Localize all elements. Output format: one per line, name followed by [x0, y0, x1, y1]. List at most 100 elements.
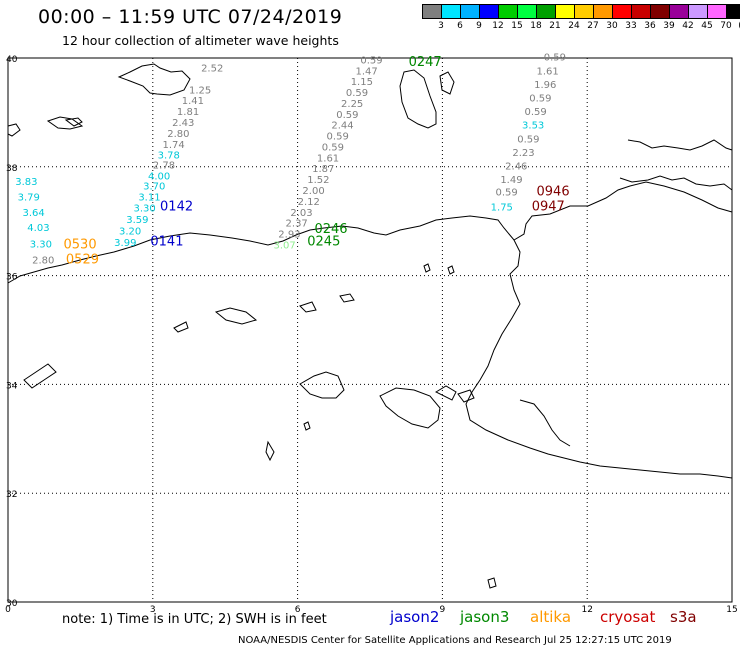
- wave-height-label: 1.81: [177, 107, 199, 118]
- color-swatch: [556, 5, 575, 18]
- credit-text: NOAA/NESDIS Center for Satellite Applica…: [238, 635, 672, 646]
- map-title: 00:00 – 11:59 UTC 07/24/2019: [38, 6, 343, 28]
- y-tick-label: 32: [6, 490, 17, 500]
- legend-altika: altika: [530, 608, 572, 626]
- coastline-island-10: [487, 577, 497, 589]
- wave-height-label: 4.03: [27, 223, 49, 234]
- color-swatch: [575, 5, 594, 18]
- wave-height-label: 3.78: [158, 151, 180, 162]
- color-swatch: [670, 5, 689, 18]
- color-scale-swatches: [422, 4, 740, 19]
- wave-height-label: 2.93: [278, 230, 300, 241]
- wave-height-points: 2.521.251.411.812.432.801.743.782.784.00…: [15, 53, 569, 268]
- wave-height-label: 0.59: [346, 88, 368, 99]
- wave-height-label: 1.25: [189, 85, 211, 96]
- color-swatch: [613, 5, 632, 18]
- wave-height-label: 1.15: [351, 77, 373, 88]
- color-scale-label: 39: [663, 21, 675, 31]
- color-swatch: [632, 5, 651, 18]
- coastline-island-6: [299, 371, 345, 399]
- legend-cryosat: cryosat: [600, 608, 656, 626]
- time-label: 0245: [307, 235, 340, 250]
- wave-height-label: 2.03: [290, 208, 312, 219]
- time-label: 0529: [66, 253, 99, 268]
- color-swatch: [708, 5, 727, 18]
- y-tick-label: 34: [6, 381, 18, 391]
- color-scale-label: 33: [625, 21, 637, 31]
- wave-height-label: 2.25: [341, 99, 363, 110]
- map-subtitle: 12 hour collection of altimeter wave hei…: [62, 33, 339, 48]
- wave-height-label: 2.46: [505, 162, 527, 173]
- color-scale-label: 70: [720, 21, 732, 31]
- coastline-island-2: [214, 307, 258, 325]
- wave-height-label: 3.99: [114, 238, 136, 249]
- color-scale-label: 27: [587, 21, 599, 31]
- wave-height-label: 2.43: [172, 118, 194, 129]
- color-swatch: [461, 5, 480, 18]
- color-swatch: [442, 5, 461, 18]
- color-swatch: [537, 5, 556, 18]
- x-tick-label: 12: [581, 605, 592, 615]
- color-swatch: [651, 5, 670, 18]
- coastline-libya-east: [519, 399, 571, 447]
- time-label: 0946: [537, 185, 570, 200]
- wave-height-label: 1.61: [317, 153, 339, 164]
- time-label: 0247: [409, 55, 442, 70]
- wave-height-label: 2.23: [512, 148, 534, 159]
- coastline-north-africa: [7, 181, 733, 284]
- coastline-island-3: [299, 301, 317, 313]
- color-swatch: [480, 5, 499, 18]
- coastline-island-8: [457, 389, 475, 403]
- coastline-island-12: [447, 265, 455, 275]
- color-scale-label: 42: [682, 21, 694, 31]
- time-label: 0142: [160, 199, 193, 214]
- wave-height-label: 3.07: [273, 240, 295, 251]
- coastlines: [7, 63, 733, 589]
- wave-height-label: 0.59: [495, 188, 517, 199]
- time-label: 0246: [314, 222, 347, 237]
- wave-height-label: 0.59: [336, 110, 358, 121]
- wave-height-label: 1.87: [312, 164, 334, 175]
- map-frame: [7, 57, 733, 603]
- wave-height-label: 1.61: [537, 66, 559, 77]
- x-tick-label: 15: [726, 605, 737, 615]
- y-tick-label: 36: [6, 273, 18, 283]
- coastline-ibiza: [64, 117, 83, 127]
- wave-height-label: 1.75: [491, 202, 513, 213]
- coastline-balearic-mallorca: [117, 63, 191, 96]
- legend-jason2: jason2: [390, 608, 440, 626]
- wave-height-label: 3.30: [30, 239, 52, 250]
- color-scale-label: 15: [511, 21, 523, 31]
- color-swatch: [499, 5, 518, 18]
- x-tick-label: 0: [5, 605, 11, 615]
- coastline-sicily: [627, 139, 733, 151]
- wave-height-label: 1.41: [182, 96, 204, 107]
- color-scale-label: 36: [644, 21, 656, 31]
- wave-height-label: 3.11: [138, 193, 160, 204]
- coastline-corsica: [439, 71, 455, 95]
- wave-height-label: 0.59: [360, 55, 382, 66]
- wave-height-label: 3.53: [522, 121, 544, 132]
- coastline-island-4: [23, 363, 57, 389]
- note-text: note: 1) Time is in UTC; 2) SWH is in fe…: [62, 612, 327, 627]
- wave-height-label: 2.00: [302, 186, 324, 197]
- wave-height-label: 1.49: [500, 175, 522, 186]
- wave-height-label: 2.80: [32, 256, 54, 267]
- coastline-tunisia-islands: [379, 387, 441, 429]
- color-scale-label: 3: [438, 21, 444, 31]
- wave-height-label: 3.59: [126, 215, 148, 226]
- color-scale-label: 45: [701, 21, 713, 31]
- coastline-tunisia: [465, 239, 733, 479]
- time-label: 0141: [150, 235, 183, 250]
- wave-height-label: 2.44: [331, 121, 353, 132]
- y-tick-label: 30: [6, 599, 18, 609]
- wave-height-label: 2.78: [153, 160, 175, 171]
- wave-height-label: 2.37: [286, 219, 308, 230]
- coastline-balearic-menorca: [46, 116, 84, 130]
- wave-height-label: 3.20: [119, 226, 141, 237]
- wave-height-label: 0.59: [529, 94, 551, 105]
- coastline-island-11: [423, 263, 431, 273]
- x-tick-label: 9: [440, 605, 446, 615]
- wave-height-label: 1.47: [356, 66, 378, 77]
